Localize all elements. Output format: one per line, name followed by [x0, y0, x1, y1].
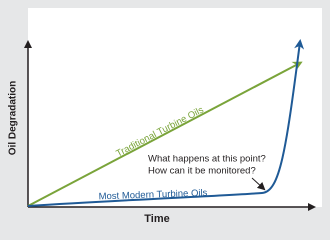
x-axis-label: Time: [144, 213, 169, 225]
y-axis-label: Oil Degradation: [8, 81, 19, 155]
annotation-arrow: [251, 177, 266, 191]
traditional-curve: [27, 61, 303, 207]
diagram: Oil Degradation Time Traditional Turbine…: [8, 8, 322, 225]
annotation-line: How can it be monitored?: [148, 166, 256, 177]
annotation-line: What happens at this point?: [148, 154, 266, 165]
plot-area: [28, 8, 322, 207]
page: Oil Degradation Time Traditional Turbine…: [7, 8, 322, 225]
modern-label: Most Modern Turbine Oils: [98, 188, 207, 203]
modern-curve: [27, 39, 305, 207]
